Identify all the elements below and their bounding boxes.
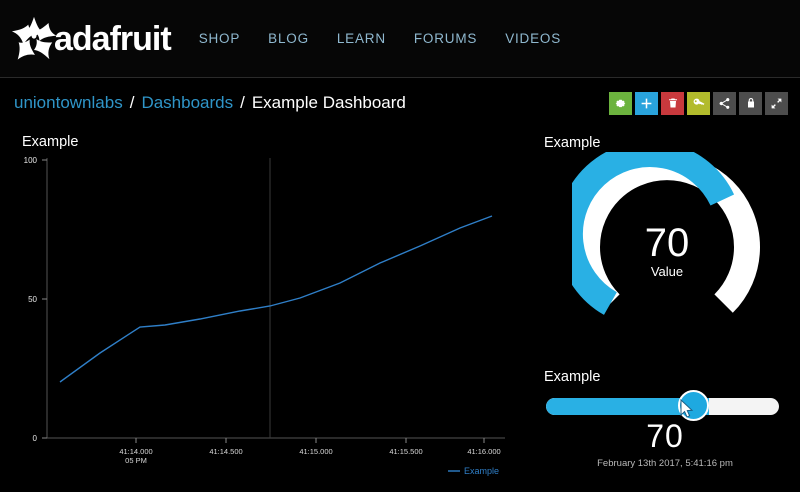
breadcrumb: uniontownlabs / Dashboards / Example Das… (14, 93, 406, 113)
nav-item-blog[interactable]: BLOG (268, 31, 309, 46)
mouse-pointer-icon (680, 399, 694, 418)
lock-icon (747, 98, 754, 108)
x-tick-label-2: 41:14.500 (209, 447, 242, 456)
x-tick-label-4: 41:15.500 (389, 447, 422, 456)
gauge-fill (572, 152, 735, 315)
breadcrumb-separator-2: / (240, 93, 245, 112)
slider-track[interactable] (546, 398, 779, 415)
y-tick-label-100: 100 (24, 156, 38, 165)
brand-logo[interactable]: adafruit (10, 15, 172, 63)
gauge-dial[interactable]: 70 Value (572, 152, 762, 342)
site-header: adafruit SHOP BLOG LEARN FORUMS VIDEOS (0, 0, 800, 78)
nav-item-videos[interactable]: VIDEOS (505, 31, 562, 46)
expand-arrows-icon (771, 98, 782, 108)
plus-icon (641, 98, 652, 108)
breadcrumb-user[interactable]: uniontownlabs (14, 93, 123, 112)
breadcrumb-bar: uniontownlabs / Dashboards / Example Das… (0, 78, 800, 128)
adafruit-flower-logo (11, 16, 57, 60)
breadcrumb-dashboards[interactable]: Dashboards (141, 93, 234, 112)
trash-icon (668, 98, 677, 108)
share-button[interactable] (713, 91, 736, 115)
x-tick-sublabel: 05 PM (125, 456, 147, 465)
chart-series-example (59, 215, 493, 383)
brand-wordmark: adafruit (54, 19, 172, 58)
line-chart[interactable]: 100 50 0 41:14.000 05 PM 41:14.500 41:15… (0, 148, 530, 478)
nav-item-learn[interactable]: LEARN (336, 31, 386, 46)
breadcrumb-separator-1: / (129, 93, 135, 112)
fullscreen-button[interactable] (765, 91, 788, 115)
line-chart-block: Example 100 50 0 41:14.000 05 PM 41:14.5… (0, 128, 530, 478)
slider-timestamp: February 13th 2017, 5:41:16 pm (597, 458, 733, 469)
dashboard-board: Example 100 50 0 41:14.000 05 PM 41:14.5… (0, 128, 800, 491)
slider-title: Example (544, 369, 601, 385)
gauge-value: 70 (645, 221, 690, 265)
share-icon (719, 97, 730, 109)
key-button[interactable] (687, 91, 710, 115)
line-chart-title: Example (22, 134, 79, 150)
gear-icon (615, 99, 626, 107)
x-tick-label-1: 41:14.000 (119, 447, 152, 456)
gauge-block: Example 70 Value (530, 128, 800, 353)
nav-item-shop[interactable]: SHOP (198, 31, 241, 46)
slider-block: Example 70 February 13th 2017, 5:41:16 p… (530, 362, 800, 492)
y-tick-label-0: 0 (33, 434, 38, 443)
dashboard-toolbar (609, 91, 788, 115)
breadcrumb-current-dashboard: Example Dashboard (251, 93, 406, 112)
add-block-button[interactable] (635, 91, 658, 115)
gauge-title: Example (544, 135, 601, 151)
delete-button[interactable] (661, 91, 684, 115)
slider-fill (546, 398, 710, 415)
x-tick-label-5: 41:16.000 (467, 447, 500, 456)
y-tick-label-50: 50 (28, 295, 37, 304)
settings-button[interactable] (609, 91, 632, 115)
x-tick-label-3: 41:15.000 (299, 447, 332, 456)
legend-label: Example (464, 466, 499, 476)
main-navigation: SHOP BLOG LEARN FORUMS VIDEOS (199, 31, 561, 46)
slider-value: 70 (646, 418, 684, 454)
gauge-unit-label: Value (651, 264, 683, 279)
privacy-lock-button[interactable] (739, 91, 762, 115)
key-icon (693, 98, 705, 105)
nav-item-forums[interactable]: FORUMS (413, 31, 478, 46)
